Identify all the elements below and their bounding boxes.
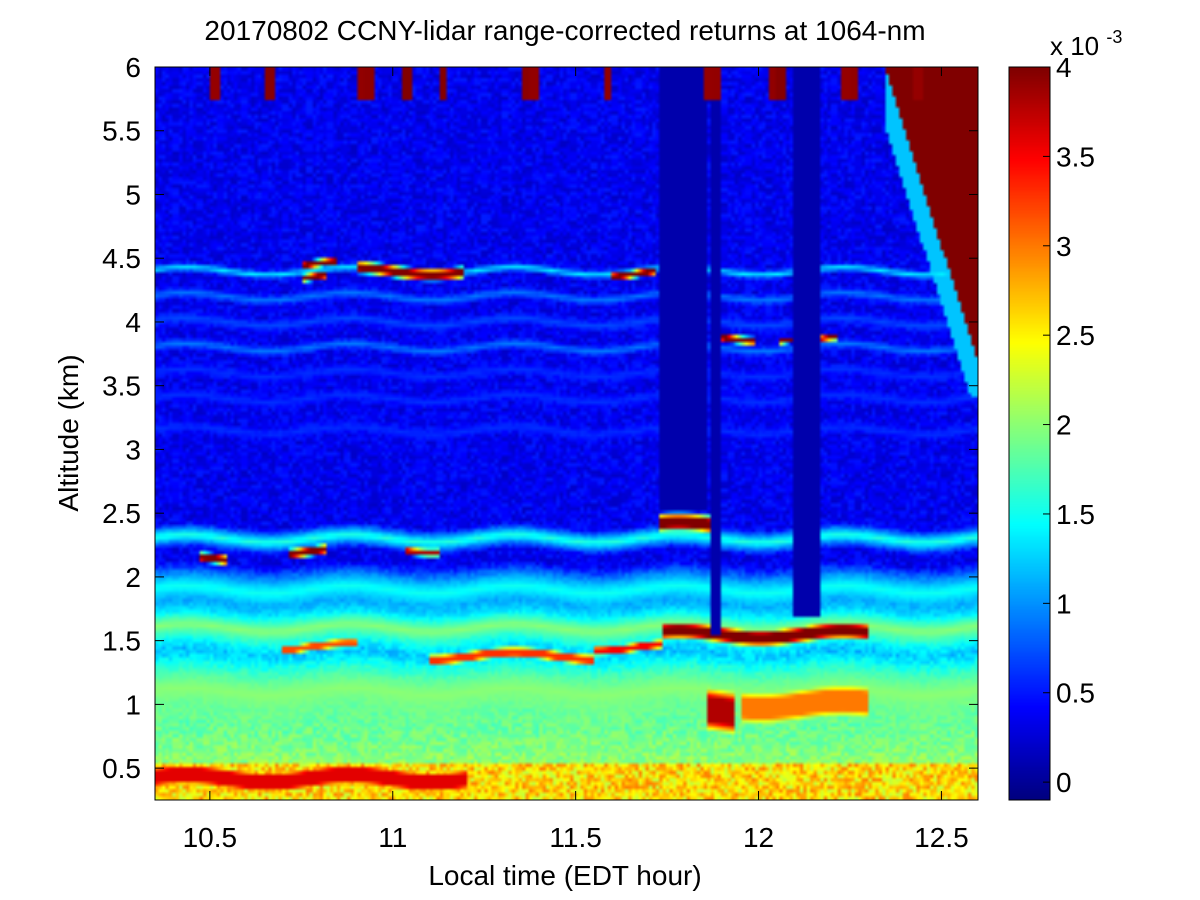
- colorbar-image: [1009, 67, 1050, 800]
- x-tick-label: 10.5: [183, 822, 238, 853]
- colorbar-tick-label: 3: [1056, 231, 1072, 262]
- x-axis-ticks: 10.5 11 11.5 12 12.5: [183, 67, 969, 853]
- x-tick-label: 12.5: [914, 822, 969, 853]
- x-tick-label: 12: [743, 822, 774, 853]
- heatmap: [155, 67, 978, 800]
- colorbar-tick-label: 2: [1056, 410, 1072, 441]
- y-tick-label: 2: [125, 562, 141, 593]
- y-tick-label: 6: [125, 52, 141, 83]
- y-tick-label: 1.5: [102, 626, 141, 657]
- x-axis-label: Local time (EDT hour): [428, 860, 701, 891]
- y-tick-label: 2.5: [102, 498, 141, 529]
- y-tick-label: 4.5: [102, 243, 141, 274]
- colorbar-tick-label: 3.5: [1056, 141, 1095, 172]
- y-axis-label: Altitude (km): [53, 354, 84, 511]
- x-tick-label: 11.5: [549, 822, 601, 853]
- y-tick-label: 3: [125, 434, 141, 465]
- colorbar-tick-label: 4: [1056, 52, 1072, 83]
- heatmap-image: [155, 67, 978, 800]
- y-tick-label: 4: [125, 307, 141, 338]
- y-tick-label: 0.5: [102, 753, 141, 784]
- y-tick-label: 5.5: [102, 116, 141, 147]
- x-tick-label: 11: [378, 822, 407, 853]
- plot-frame: [154, 66, 979, 801]
- colorbar-frame: [1008, 66, 1051, 801]
- y-tick-label: 1: [125, 689, 141, 720]
- y-tick-label: 3.5: [102, 371, 141, 402]
- colorbar-multiplier-exponent: -3: [1106, 27, 1122, 47]
- chart-title: 20170802 CCNY-lidar range-corrected retu…: [204, 15, 925, 46]
- colorbar-tick-label: 1: [1056, 588, 1072, 619]
- colorbar-tick-label: 0.5: [1056, 678, 1095, 709]
- colorbar-multiplier: x 10 -3: [1050, 27, 1122, 61]
- colorbar-ticks: 0 0.5 1 1.5 2 2.5 3 3.5 4: [1043, 52, 1095, 798]
- colorbar-tick-label: 0: [1056, 767, 1072, 798]
- colorbar: 0 0.5 1 1.5 2 2.5 3 3.5 4 x 10 -3: [1008, 27, 1122, 801]
- colorbar-tick-label: 2.5: [1056, 320, 1095, 351]
- colorbar-multiplier-base: x 10: [1050, 31, 1099, 61]
- y-tick-label: 5: [125, 179, 141, 210]
- colorbar-tick-label: 1.5: [1056, 499, 1095, 530]
- y-axis-ticks: 0.5 1 1.5 2 2.5 3 3.5 4 4.5 5 5.5 6: [102, 52, 978, 784]
